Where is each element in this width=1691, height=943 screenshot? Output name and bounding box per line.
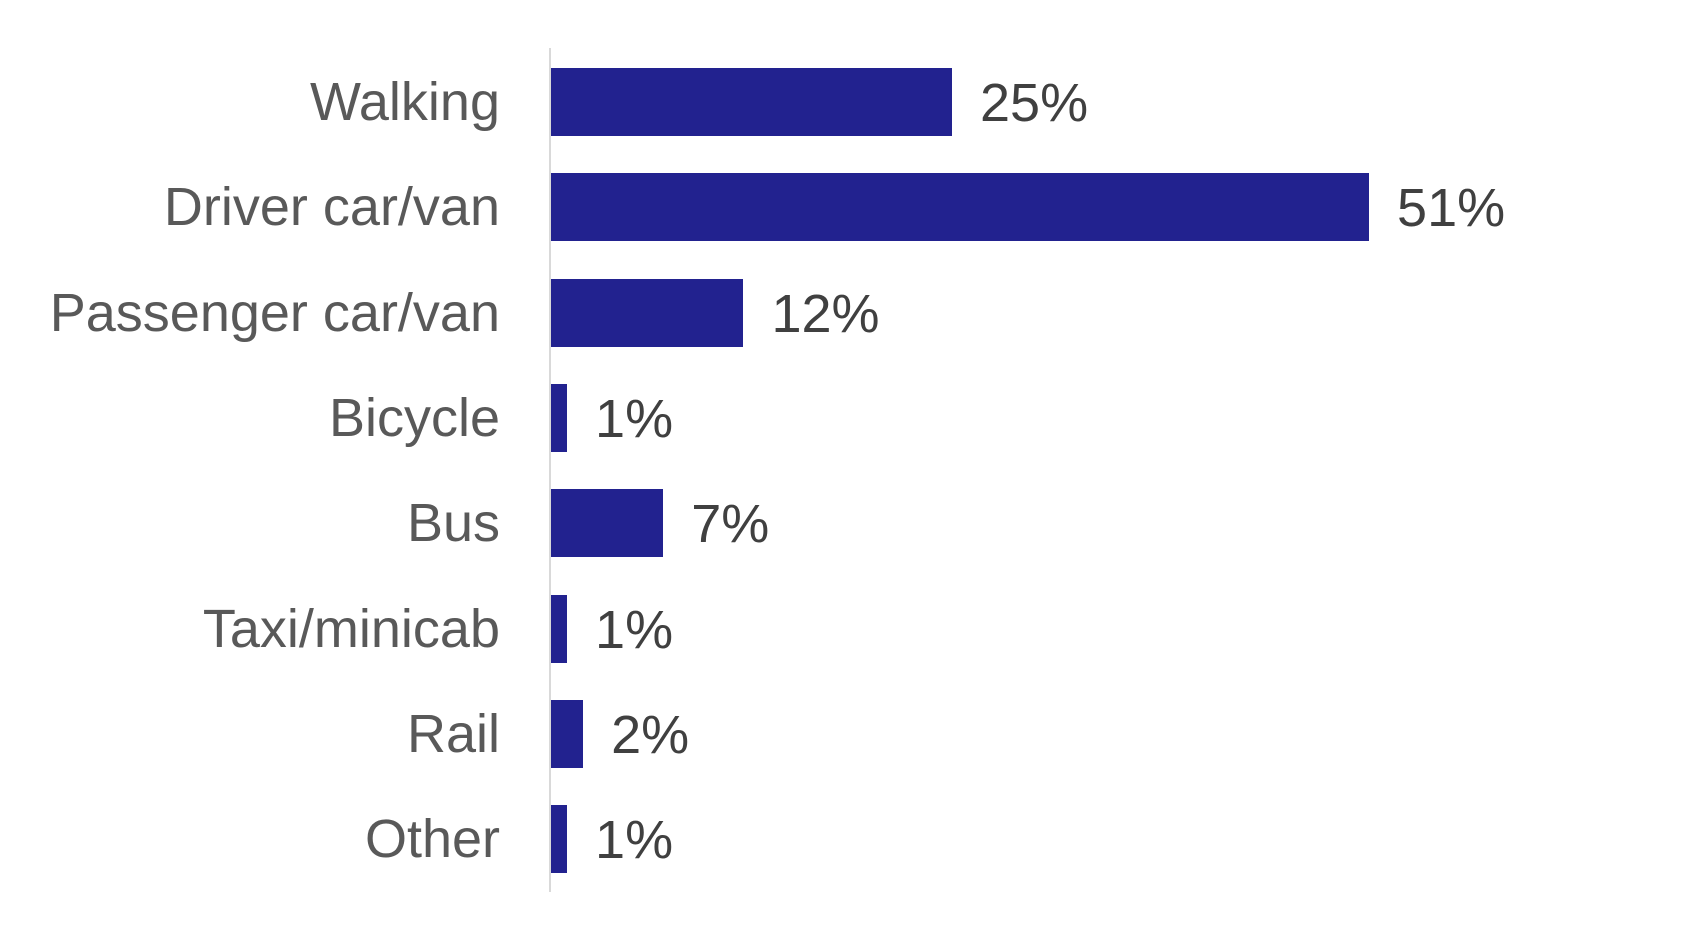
value-label: 51% (1397, 178, 1506, 239)
bar-row: Other 1% (0, 805, 1691, 874)
value-label: 7% (691, 494, 770, 555)
bar (551, 173, 1370, 242)
value-label: 1% (595, 810, 674, 871)
category-label: Other (364, 809, 500, 870)
category-label: Passenger car/van (49, 282, 500, 343)
bar (551, 383, 568, 452)
value-label: 1% (595, 388, 674, 449)
bar (551, 594, 568, 663)
bar-row: Driver car/van 51% (0, 173, 1691, 242)
value-label: 2% (611, 704, 690, 765)
category-label: Rail (406, 703, 500, 764)
value-label: 25% (980, 73, 1089, 133)
value-label: 12% (771, 283, 880, 344)
bar (551, 805, 568, 874)
bar (551, 68, 952, 136)
bar (551, 699, 584, 768)
category-label: Walking (309, 72, 500, 132)
bar-row: Walking 25% (0, 68, 1691, 136)
bar-row: Rail 2% (0, 699, 1691, 768)
value-label: 1% (595, 599, 674, 660)
bar-row: Bus 7% (0, 489, 1691, 558)
category-label: Bus (406, 493, 500, 554)
y-axis-line (549, 48, 551, 892)
bar (551, 489, 664, 558)
category-label: Bicycle (328, 387, 500, 448)
bar (551, 278, 744, 347)
category-label: Taxi/minicab (202, 598, 500, 659)
bar-row: Passenger car/van 12% (0, 278, 1691, 347)
category-label: Driver car/van (163, 177, 500, 238)
bar-row: Bicycle 1% (0, 383, 1691, 452)
bar-row: Taxi/minicab 1% (0, 594, 1691, 663)
